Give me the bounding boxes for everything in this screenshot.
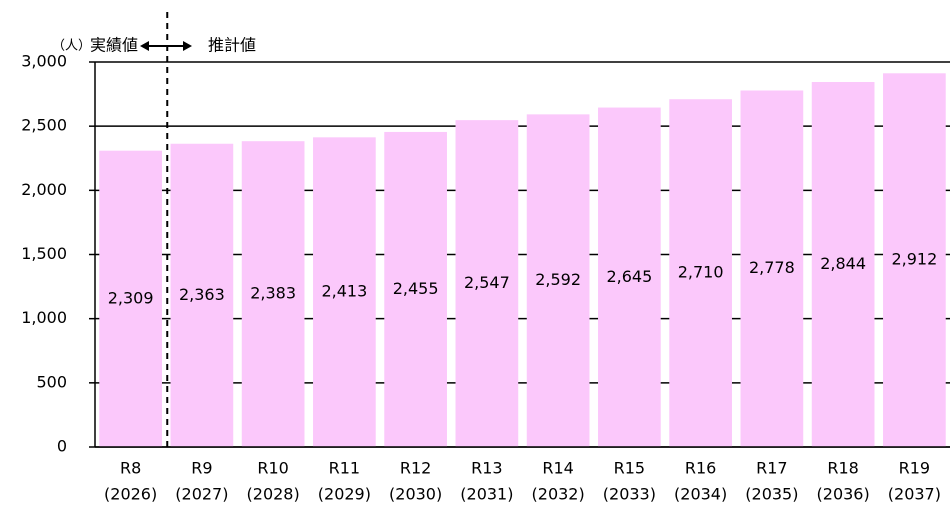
x-tick-year: (2034): [674, 485, 727, 504]
x-tick-year: (2031): [460, 485, 513, 504]
x-tick-year: (2036): [817, 485, 870, 504]
x-tick-label: R11: [329, 459, 360, 478]
y-tick-label: 2,500: [21, 116, 67, 135]
x-tick-label: R13: [471, 459, 502, 478]
x-tick-year: (2032): [532, 485, 585, 504]
bar: [669, 99, 732, 447]
x-tick-label: R10: [257, 459, 288, 478]
x-tick-year: (2028): [247, 485, 300, 504]
x-tick-year: (2037): [888, 485, 941, 504]
x-tick-label: R15: [614, 459, 645, 478]
annotation-estimate: 推計値: [208, 36, 256, 55]
x-tick-year: (2033): [603, 485, 656, 504]
data-label: 2,455: [393, 279, 439, 298]
x-tick-label: R16: [685, 459, 716, 478]
bar: [455, 120, 519, 447]
bar: [740, 90, 804, 448]
x-tick-year: (2026): [104, 485, 157, 504]
arrow: [140, 41, 192, 51]
y-tick-label: 1,000: [21, 308, 67, 327]
y-tick-label: 3,000: [21, 52, 67, 71]
x-tick-label: R12: [400, 459, 431, 478]
bar: [526, 114, 590, 448]
x-tick-year: (2030): [389, 485, 442, 504]
x-tick-label: R14: [542, 459, 573, 478]
x-tick-label: R8: [120, 459, 141, 478]
bar: [241, 141, 305, 447]
data-label: 2,383: [250, 284, 296, 303]
bar: [170, 143, 234, 447]
data-label: 2,844: [820, 254, 866, 273]
bar: [99, 150, 162, 447]
bar: [811, 82, 875, 448]
x-tick-label: R18: [827, 459, 858, 478]
data-label: 2,363: [179, 285, 225, 304]
data-label: 2,547: [464, 273, 510, 292]
data-label: 2,710: [678, 263, 724, 282]
x-tick-year: (2027): [175, 485, 228, 504]
data-label: 2,912: [891, 250, 937, 269]
data-label: 2,778: [749, 258, 795, 277]
bar: [883, 73, 946, 447]
data-label: 2,413: [321, 282, 367, 301]
x-tick-label: R19: [899, 459, 930, 478]
annotation-actual: 実績値: [90, 36, 138, 55]
y-tick-label: 0: [57, 437, 67, 456]
bar: [384, 131, 447, 448]
y-tick-label: 1,500: [21, 244, 67, 263]
x-tick-label: R17: [756, 459, 787, 478]
y-unit: （人）: [52, 39, 91, 54]
bar: [313, 137, 376, 447]
y-tick-label: 2,000: [21, 180, 67, 199]
x-tick-year: (2029): [318, 485, 371, 504]
x-tick-year: (2035): [745, 485, 798, 504]
data-label: 2,592: [535, 270, 581, 289]
x-tick-label: R9: [191, 459, 212, 478]
bar: [598, 107, 661, 447]
data-label: 2,645: [606, 267, 652, 286]
data-label: 2,309: [108, 288, 154, 307]
y-tick-label: 500: [36, 372, 67, 391]
